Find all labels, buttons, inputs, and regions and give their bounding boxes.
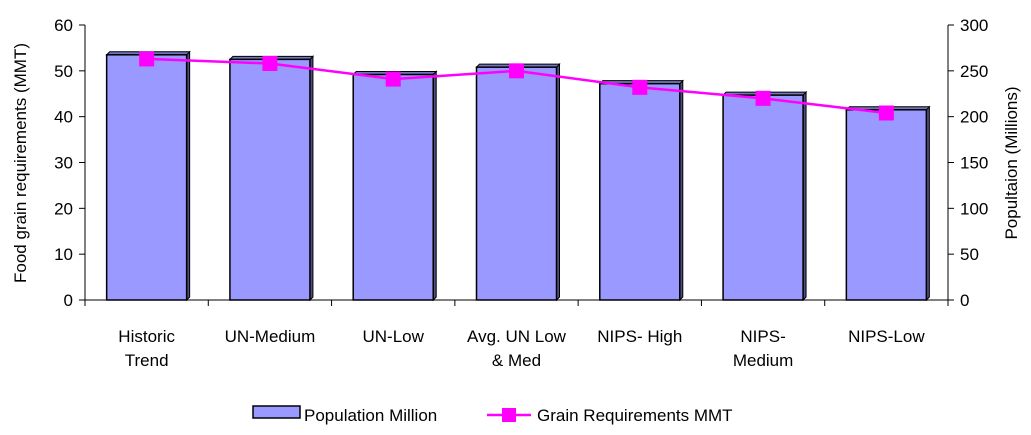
x-tick-label: NIPS- High — [597, 327, 682, 346]
line-point — [632, 79, 648, 95]
legend-label: Population Million — [304, 406, 437, 425]
legend-marker — [502, 408, 516, 422]
y-left-tick-label: 0 — [64, 291, 73, 310]
line-series — [139, 51, 894, 121]
line-point — [509, 63, 524, 79]
y-left-tick-label: 30 — [54, 154, 73, 173]
bar — [475, 62, 561, 302]
x-tick-label: UN-Low — [363, 327, 425, 346]
bar — [105, 50, 191, 302]
x-tick-label: Trend — [125, 351, 169, 370]
y-left-tick-label: 10 — [54, 245, 73, 264]
x-tick-label: UN-Medium — [225, 327, 316, 346]
axis-labels: 0 10 20 30 40 50 60 0 50 100 150 200 250 300 Historic T… — [54, 16, 988, 370]
bar — [352, 70, 438, 302]
x-tick-label: Historic — [118, 327, 175, 346]
legend-label: Grain Requirements MMT — [537, 406, 733, 425]
x-tick-label: NIPS-Low — [848, 327, 925, 346]
x-tick-label: Avg. UN Low — [467, 327, 567, 346]
bar — [721, 90, 808, 302]
bar-series — [105, 50, 931, 302]
y-right-tick-label: 100 — [960, 199, 988, 218]
line-point — [262, 56, 278, 71]
y-right-tick-label: 250 — [960, 62, 988, 81]
y-right-tick-label: 200 — [960, 108, 988, 127]
legend-item-grain: Grain Requirements MMT — [487, 406, 733, 425]
y-right-tick-label: 300 — [960, 16, 988, 35]
y-left-tick-label: 40 — [54, 108, 73, 127]
line-point — [755, 90, 771, 106]
x-tick-label: NIPS- — [740, 327, 785, 346]
bar — [598, 79, 684, 302]
legend: Population Million Grain Requirements MMT — [252, 405, 733, 425]
y-axis-right-title: Popultaion (Millions) — [1002, 86, 1021, 239]
legend-item-population: Population Million — [252, 405, 437, 425]
y-right-tick-label: 0 — [960, 291, 969, 310]
x-tick-label: Medium — [733, 351, 793, 370]
y-axis-left-title: Food grain requirements (MMT) — [11, 43, 30, 283]
legend-swatch-bar — [252, 405, 301, 419]
line-point — [139, 51, 155, 67]
line-point — [878, 105, 894, 121]
y-left-tick-label: 50 — [54, 62, 73, 81]
y-right-tick-label: 50 — [960, 245, 979, 264]
y-left-tick-label: 60 — [54, 16, 73, 35]
y-right-tick-label: 150 — [960, 154, 988, 173]
x-tick-label: & Med — [492, 351, 541, 370]
line-point — [385, 71, 401, 87]
bar — [845, 105, 931, 302]
bar — [228, 55, 315, 302]
y-left-tick-label: 20 — [54, 199, 73, 218]
axes — [79, 24, 954, 306]
